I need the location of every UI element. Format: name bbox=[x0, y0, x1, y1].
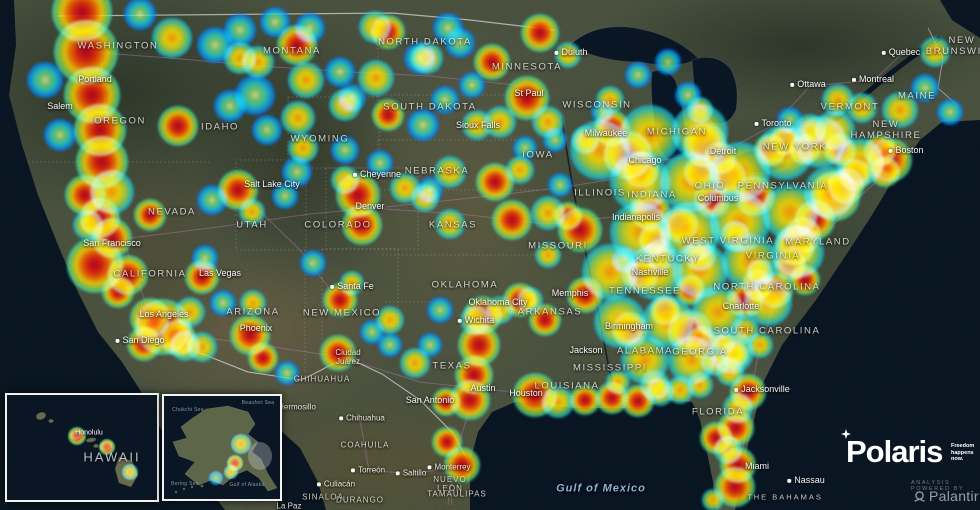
alaska-landmass bbox=[164, 396, 280, 499]
branding-block: Polaris Freedom happens now. ANALYSIS PO… bbox=[830, 424, 980, 510]
sea-label: Chukchi Sea bbox=[172, 407, 204, 413]
sea-label: Gulf of Alaska bbox=[229, 482, 265, 488]
hawaii-inset-map: Honolulu HAWAII bbox=[5, 393, 159, 502]
powered-by-label: ANALYSIS POWERED BY bbox=[911, 480, 965, 492]
alaska-heat-spots bbox=[164, 396, 280, 499]
heat-blob bbox=[68, 427, 86, 445]
palantir-logo: Palantir bbox=[913, 488, 979, 504]
heat-blob bbox=[209, 471, 223, 485]
sea-label: Bering Sea bbox=[171, 481, 199, 487]
heat-blob bbox=[231, 434, 251, 454]
sparkle-icon bbox=[841, 429, 851, 439]
hawaii-label: HAWAII bbox=[83, 449, 141, 465]
heat-blob bbox=[224, 465, 238, 479]
polaris-wordmark: Polaris bbox=[846, 434, 943, 469]
palantir-label: Palantir bbox=[929, 488, 979, 504]
sea-label: Beaufort Sea bbox=[241, 400, 275, 406]
polaris-tagline: Freedom happens now. bbox=[951, 443, 975, 462]
alaska-inset-map: Chukchi Sea Beaufort Sea Bering Sea Gulf of… bbox=[162, 394, 282, 501]
palantir-icon bbox=[914, 490, 925, 502]
honolulu-label: Honolulu bbox=[75, 429, 103, 437]
hawaii-heat-spots bbox=[7, 395, 157, 500]
heat-blob bbox=[122, 464, 138, 480]
heat-blob bbox=[99, 439, 115, 455]
